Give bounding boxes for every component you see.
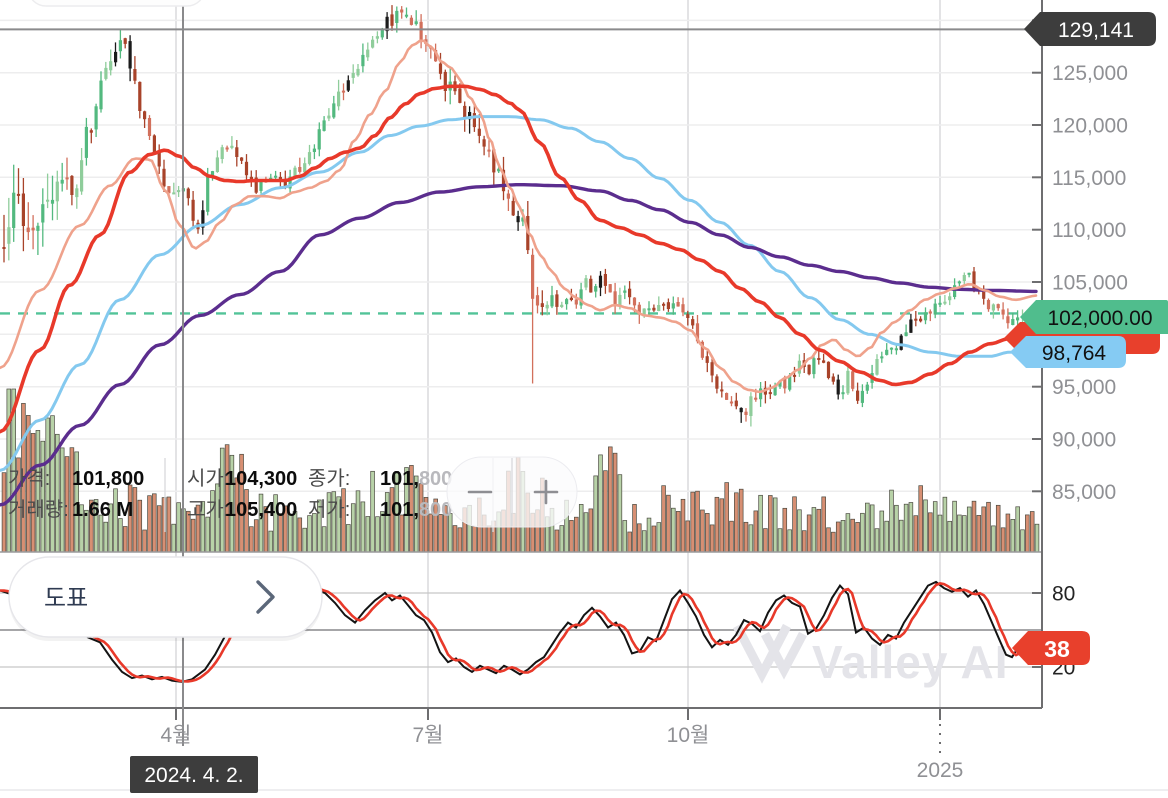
price-tick-label: 110,000: [1052, 219, 1126, 242]
oscillator-tick-label: 80: [1052, 583, 1075, 606]
price-tick-label: 90,000: [1052, 429, 1116, 452]
close-label: 종가:: [308, 467, 350, 490]
price-value: 101,800: [72, 468, 144, 490]
axis-badges: 129,141 98,764 102,000.00 38 2024. 4. 2.: [130, 12, 1168, 793]
price-tick-label: 125,000: [1052, 62, 1128, 85]
price-tick-label: 120,000: [1052, 115, 1128, 138]
x-axis-tick-label: 2025: [917, 759, 964, 782]
svg-text:38: 38: [1044, 636, 1070, 662]
volume-label: 거래량:: [8, 498, 69, 521]
plus-icon: [533, 479, 559, 505]
crosshair-date-badge: 2024. 4. 2.: [130, 756, 258, 793]
volume-value: 1.66 M: [72, 499, 133, 521]
price-tick-label: 95,000: [1052, 376, 1116, 399]
chart-nav-label: 도표: [44, 585, 88, 612]
stochastic-d-line: [0, 582, 1021, 683]
ohlc-legend: 가격: 101,800 시가: 104,300 종가: 101,800 거래량:…: [8, 458, 494, 532]
price-tick-label: 115,000: [1052, 167, 1126, 190]
zoom-out-button[interactable]: [448, 458, 511, 526]
chart-nav-pill: [8, 556, 323, 638]
ma-mid-line: [0, 84, 1038, 434]
x-axis-tick-label: 7월: [413, 724, 444, 747]
x-axis-tick-label: 4월: [161, 724, 192, 747]
high-value: 105,400: [225, 499, 297, 521]
offscreen-pill-remnant: [31, 0, 202, 7]
ma-long-badge: 98,764: [1010, 336, 1126, 368]
last-price-badge: 102,000.00: [1020, 300, 1168, 334]
chart-nav-button[interactable]: 도표: [8, 556, 323, 641]
ma-longest-line: [0, 183, 1038, 507]
open-value: 104,300: [225, 468, 297, 490]
svg-text:129,141: 129,141: [1058, 19, 1134, 42]
price-tick-label: 105,000: [1052, 272, 1128, 295]
valley-ai-logo-icon: [733, 623, 807, 684]
x-axis-tick-label: 10월: [667, 724, 710, 747]
zoom-control: [446, 456, 578, 528]
ma-short-line: [0, 39, 1038, 394]
high-label: 고가:: [187, 498, 229, 521]
low-label: 저가:: [308, 498, 350, 521]
close-value: 101,800: [380, 468, 452, 490]
svg-text:2024. 4. 2.: 2024. 4. 2.: [144, 764, 243, 787]
moving-average-lines: [0, 39, 1038, 507]
open-label: 시가:: [187, 467, 229, 490]
candlesticks: [2, 5, 1039, 427]
price-tick-label: 85,000: [1052, 481, 1116, 504]
chevron-right-icon: [256, 580, 275, 614]
ma-long-line: [0, 115, 1038, 472]
svg-text:98,764: 98,764: [1042, 342, 1107, 365]
oscillator-value-badge: 38: [1012, 631, 1090, 665]
crosshair-price-badge: 129,141: [1024, 12, 1156, 46]
watermark: Valley AI: [733, 623, 1009, 688]
zoom-in-button[interactable]: [513, 458, 576, 526]
low-value: 101,800: [380, 499, 452, 521]
price-label: 가격:: [8, 467, 50, 490]
watermark-text: Valley AI: [812, 636, 1009, 688]
svg-text:102,000.00: 102,000.00: [1047, 307, 1152, 330]
